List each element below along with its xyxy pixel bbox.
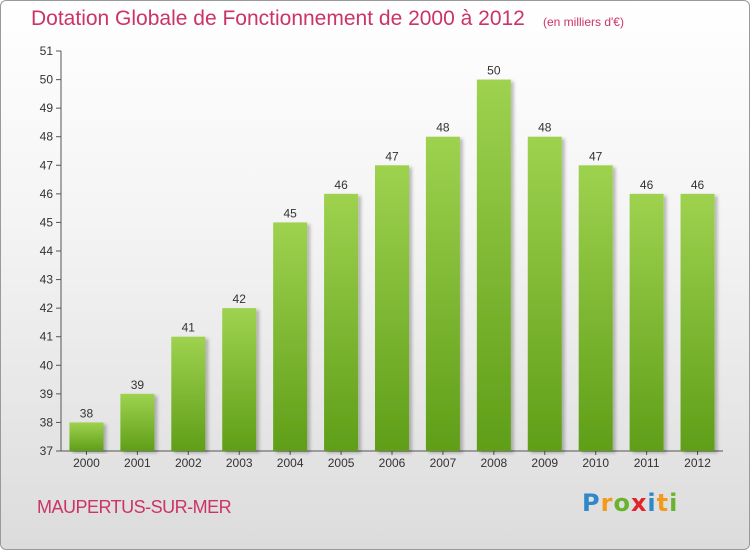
bar[interactable]	[324, 193, 359, 451]
bar-value-label: 38	[80, 406, 94, 420]
bar-value-label: 48	[538, 121, 552, 135]
bar-value-label: 47	[385, 149, 399, 163]
x-tick-label: 2001	[124, 456, 151, 470]
bars: 38 39 41 42 45 46 47 48 50 48 47 46 46	[69, 64, 715, 452]
bar-value-label: 41	[182, 321, 196, 335]
bar-value-label: 47	[589, 149, 603, 163]
y-tick-label: 51	[40, 44, 54, 58]
y-tick-label: 46	[40, 187, 54, 201]
bar-value-label: 50	[487, 64, 501, 78]
y-tick-label: 50	[40, 73, 54, 87]
x-tick-label: 2007	[430, 456, 457, 470]
bar[interactable]	[425, 136, 460, 451]
y-tick-label: 39	[40, 387, 54, 401]
x-tick-label: 2003	[226, 456, 253, 470]
commune-name: MAUPERTUS-SUR-MER	[37, 497, 232, 517]
bar-value-label: 42	[233, 292, 247, 306]
x-tick-label: 2004	[277, 456, 304, 470]
y-tick-label: 40	[40, 358, 54, 372]
y-tick-label: 44	[40, 244, 54, 258]
logo-letter: x	[630, 489, 648, 517]
chart-subtitle: (en milliers d'€)	[543, 15, 624, 29]
x-tick-label: 2012	[684, 456, 711, 470]
bar[interactable]	[120, 393, 155, 451]
bar[interactable]	[222, 308, 257, 451]
bar-value-label: 46	[640, 178, 654, 192]
logo-letter: o	[613, 489, 631, 517]
y-tick-label: 43	[40, 273, 54, 287]
bar[interactable]	[171, 336, 206, 451]
bar[interactable]	[629, 193, 664, 451]
logo-letter: i	[669, 489, 679, 517]
bar-value-label: 48	[436, 121, 450, 135]
x-tick-label: 2005	[328, 456, 355, 470]
bar[interactable]	[527, 136, 562, 451]
logo-letter: t	[656, 489, 670, 517]
y-tick-label: 45	[40, 215, 54, 229]
logo-letter: P	[582, 489, 601, 517]
x-tick-label: 2008	[480, 456, 507, 470]
bar[interactable]	[69, 422, 104, 451]
y-tick-label: 38	[40, 415, 54, 429]
x-tick-label: 2011	[634, 456, 660, 470]
chart-title: Dotation Globale de Fonctionnement de 20…	[31, 7, 525, 30]
x-tick-label: 2010	[582, 456, 609, 470]
x-tick-label: 2002	[175, 456, 202, 470]
y-tick-label: 47	[40, 158, 54, 172]
x-tick-label: 2006	[379, 456, 406, 470]
x-tick-label: 2000	[73, 456, 100, 470]
bar[interactable]	[578, 165, 613, 452]
bar[interactable]	[680, 193, 715, 451]
y-tick-label: 42	[40, 301, 54, 315]
y-tick-label: 37	[40, 444, 54, 458]
bar[interactable]	[476, 79, 511, 452]
proxiti-logo[interactable]: Proxiti	[582, 489, 678, 517]
logo-letter: i	[647, 489, 657, 517]
bar[interactable]	[273, 222, 308, 451]
y-tick-label: 41	[40, 330, 54, 344]
y-tick-label: 49	[40, 101, 54, 115]
bar[interactable]	[375, 165, 409, 452]
bar-value-label: 46	[334, 178, 348, 192]
logo-letter: r	[600, 489, 614, 517]
bar-value-label: 45	[283, 206, 297, 220]
x-tick-label: 2009	[531, 456, 558, 470]
bar-value-label: 39	[131, 378, 145, 392]
y-tick-label: 48	[40, 130, 54, 144]
bar-value-label: 46	[691, 178, 705, 192]
